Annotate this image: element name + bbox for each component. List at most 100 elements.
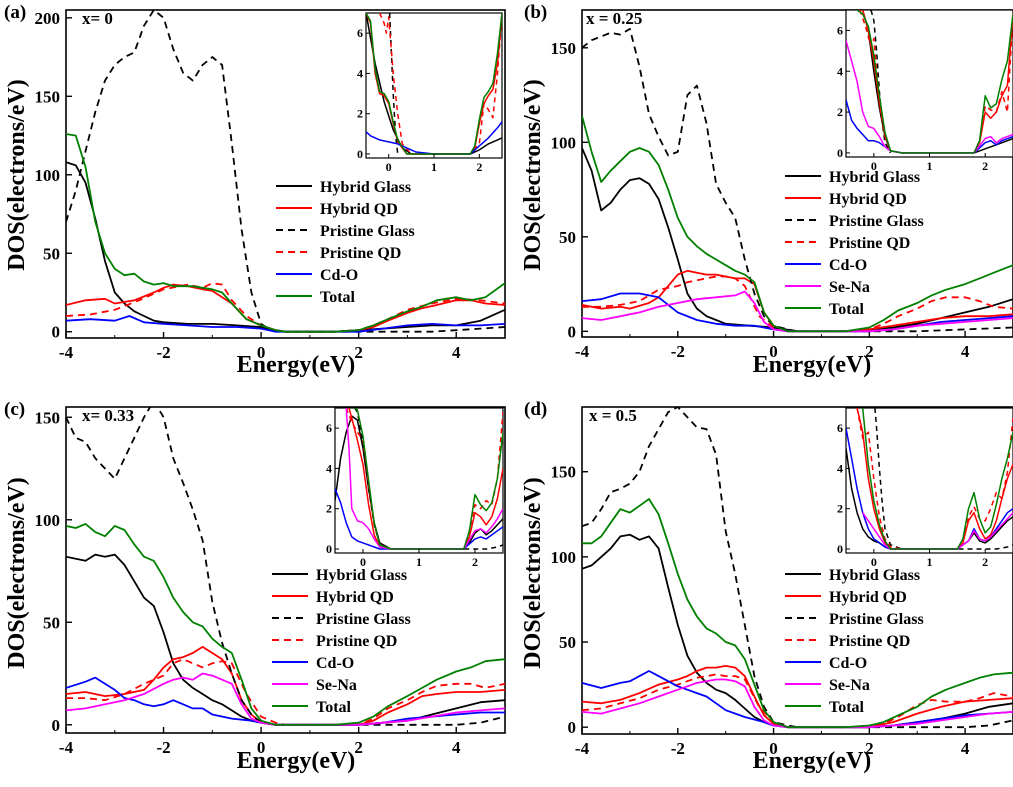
- series-line-hybrid_qd: [66, 646, 505, 726]
- series-group: [582, 407, 1013, 729]
- x-tick-label: 0: [257, 738, 266, 757]
- legend-label-cd_o: Cd-O: [316, 655, 354, 672]
- y-tick-label: 150: [35, 408, 61, 427]
- inset-x-tick-label: 1: [431, 160, 437, 174]
- inset-y-tick-label: 2: [326, 502, 332, 516]
- x-tick-label: 4: [961, 342, 970, 361]
- x-tick-label: 0: [769, 739, 778, 758]
- inset-y-tick-label: 2: [357, 107, 363, 121]
- legend-label-total: Total: [316, 699, 352, 716]
- series-group: [582, 27, 1013, 333]
- inset-y-tick-label: 0: [837, 146, 843, 160]
- series-group: [66, 407, 505, 726]
- legend-label-pristine_qd: Pristine QD: [829, 235, 910, 252]
- x-tick-label: -2: [156, 343, 170, 362]
- plot-frame: [65, 9, 506, 339]
- x-tick-label: 2: [354, 343, 363, 362]
- inset-y-tick-label: 0: [326, 542, 332, 556]
- y-tick-label: 150: [551, 39, 577, 58]
- series-line-cd_o: [582, 292, 1013, 333]
- series-line-cd_o: [66, 315, 505, 333]
- plot-frame: [581, 406, 1013, 735]
- inset-line-total: [354, 408, 503, 550]
- x-tick-label: 0: [257, 343, 266, 362]
- y-tick-label: 100: [35, 511, 61, 530]
- inset-line-total: [366, 13, 502, 155]
- legend-label-hybrid_glass: Hybrid Glass: [829, 567, 920, 584]
- x-tick-label: 4: [961, 739, 970, 758]
- legend-label-cd_o: Cd-O: [829, 257, 867, 274]
- legend-label-se_na: Se-Na: [829, 677, 870, 694]
- legend-label-cd_o: Cd-O: [320, 267, 358, 284]
- series-line-se_na: [582, 290, 1013, 333]
- inset-y-tick-label: 0: [837, 542, 843, 556]
- inset-y-tick-label: 4: [837, 461, 843, 475]
- series-line-pristine_qd: [582, 275, 1013, 333]
- inset-y-tick-label: 6: [837, 421, 843, 435]
- y-axis-label: DOS(electrons/eV): [4, 79, 30, 271]
- legend-label-pristine_qd: Pristine QD: [320, 245, 401, 262]
- series-line-hybrid_qd: [582, 665, 1013, 729]
- series-line-hybrid_glass: [582, 533, 1013, 729]
- inset-y-tick-label: 4: [837, 64, 843, 78]
- chart-panel-3: -4 -2 0 2 4050100150Energy(eV)DOS(electrons/…: [520, 399, 1013, 774]
- y-tick-label: 0: [568, 322, 577, 341]
- inset-frame: [334, 407, 504, 554]
- series-line-se_na: [66, 672, 505, 726]
- inset-y-tick-label: 4: [357, 66, 363, 80]
- legend-label-total: Total: [829, 301, 865, 318]
- legend-label-se_na: Se-Na: [829, 279, 870, 296]
- series-line-pristine_glass: [582, 27, 1013, 333]
- x-tick-label: 4: [452, 738, 461, 757]
- y-tick-label: 50: [559, 633, 576, 652]
- legend-label-pristine_qd: Pristine QD: [316, 633, 397, 650]
- inset-series-group: [335, 408, 503, 550]
- legend-label-pristine_glass: Pristine Glass: [829, 213, 924, 230]
- legend: Hybrid Glass Hybrid QD Pristine Glass Prist…: [785, 567, 924, 716]
- y-tick-label: 0: [52, 323, 61, 342]
- legend: Hybrid Glass Hybrid QD Pristine Glass Prist…: [276, 179, 415, 306]
- series-line-hybrid_qd: [582, 269, 1013, 333]
- legend-label-pristine_glass: Pristine Glass: [829, 611, 924, 628]
- inset-x-tick-label: 1: [927, 159, 933, 173]
- inset-line-pristine_glass: [874, 408, 1013, 550]
- inset-y-tick-label: 2: [837, 502, 843, 516]
- x-tick-label: -2: [671, 342, 685, 361]
- panel-label: (b): [524, 2, 547, 23]
- legend-label-hybrid_qd: Hybrid QD: [316, 589, 394, 606]
- composition-annotation: x = 0.5: [589, 406, 637, 425]
- composition-annotation: x = 0.25: [586, 9, 642, 28]
- inset-y-tick-label: 6: [357, 26, 363, 40]
- series-line-total: [582, 498, 1013, 729]
- series-line-se_na: [582, 678, 1013, 729]
- x-axis-label: Energy(eV): [753, 352, 872, 378]
- inset-frame: [365, 12, 503, 159]
- legend-label-total: Total: [829, 699, 865, 716]
- series-line-hybrid_glass: [582, 147, 1013, 333]
- plot-frame: [65, 406, 506, 734]
- inset-x-tick-label: 1: [927, 555, 933, 569]
- x-tick-label: 2: [865, 739, 874, 758]
- series-group: [66, 10, 505, 333]
- y-tick-label: 50: [43, 244, 60, 263]
- inset-x-tick-label: 0: [386, 160, 392, 174]
- x-tick-label: -4: [59, 343, 74, 362]
- inset-y-tick-label: 6: [837, 23, 843, 37]
- x-tick-label: -4: [59, 738, 74, 757]
- inset-y-tick-label: 2: [837, 105, 843, 119]
- inset-chart: 0 1 2 0 2 4 6: [357, 12, 503, 174]
- series-line-total: [66, 523, 505, 726]
- legend-label-se_na: Se-Na: [316, 677, 357, 694]
- chart-panel-2: -4 -2 0 2 4050100150Energy(eV)DOS(electrons/…: [4, 399, 506, 774]
- y-tick-label: 50: [43, 613, 60, 632]
- inset-y-tick-label: 4: [326, 461, 332, 475]
- y-tick-label: 100: [551, 548, 577, 567]
- plot-frame: [581, 9, 1013, 338]
- legend-label-cd_o: Cd-O: [829, 655, 867, 672]
- y-tick-label: 200: [35, 9, 61, 28]
- y-axis-label: DOS(electrons/eV): [520, 79, 546, 271]
- x-tick-label: 2: [354, 738, 363, 757]
- inset-line-cd_o: [366, 121, 502, 155]
- inset-line-se_na: [862, 512, 1013, 550]
